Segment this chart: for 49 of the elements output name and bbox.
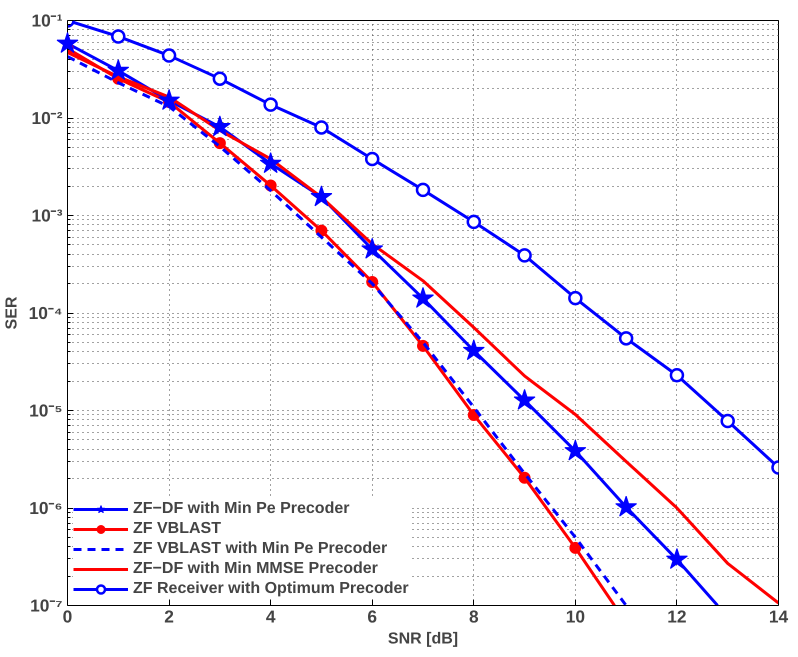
x-tick-label: 6 <box>367 606 378 626</box>
point <box>568 290 583 306</box>
point <box>670 368 684 382</box>
point <box>364 152 380 166</box>
point <box>466 214 482 230</box>
legend-label: ZF Receiver with Optimum Precoder <box>133 580 409 598</box>
point <box>208 115 231 136</box>
y-tick-label: 10⁻⁷ <box>30 596 63 616</box>
y-tick-label: 10⁻⁴ <box>28 303 63 323</box>
point <box>615 496 638 517</box>
y-tick-label: 10⁻⁵ <box>29 400 63 420</box>
point <box>158 89 180 110</box>
y-axis-title: SER <box>4 296 21 330</box>
legend-label: ZF VBLAST with Min Pe Precoder <box>133 540 388 558</box>
point <box>720 414 735 428</box>
x-tick-label: 12 <box>667 606 687 626</box>
y-tick-label: 10⁻⁶ <box>29 498 63 518</box>
y-tick-label: 10⁻² <box>31 108 63 128</box>
point <box>212 71 228 86</box>
x-tick-label: 8 <box>468 606 479 626</box>
point <box>564 440 586 460</box>
point <box>569 542 582 554</box>
point <box>162 48 176 63</box>
legend-label: ZF VBLAST <box>133 520 221 538</box>
x-tick-label: 2 <box>164 606 174 626</box>
point <box>517 248 532 263</box>
y-tick-label: 10⁻¹ <box>31 10 63 30</box>
x-tick-label: 4 <box>266 606 276 626</box>
point <box>111 29 126 44</box>
point <box>412 286 434 308</box>
point <box>361 238 384 259</box>
point <box>107 59 130 80</box>
x-tick-label: 10 <box>566 606 585 626</box>
legend-label: ZF−DF with Min Pe Precoder <box>133 500 350 518</box>
legend-label: ZF−DF with Min MMSE Precoder <box>133 560 378 578</box>
point <box>666 548 688 569</box>
point <box>56 32 78 53</box>
point <box>618 331 634 346</box>
x-tick-label: 14 <box>768 606 788 626</box>
point <box>310 185 332 206</box>
point <box>314 120 329 135</box>
point <box>514 388 536 410</box>
x-axis-title: SNR [dB] <box>388 630 458 648</box>
point <box>416 182 430 198</box>
point <box>260 152 282 174</box>
y-tick-label: 10⁻³ <box>31 206 63 226</box>
x-tick-label: 0 <box>62 606 72 626</box>
point <box>462 339 485 360</box>
point <box>263 97 278 112</box>
